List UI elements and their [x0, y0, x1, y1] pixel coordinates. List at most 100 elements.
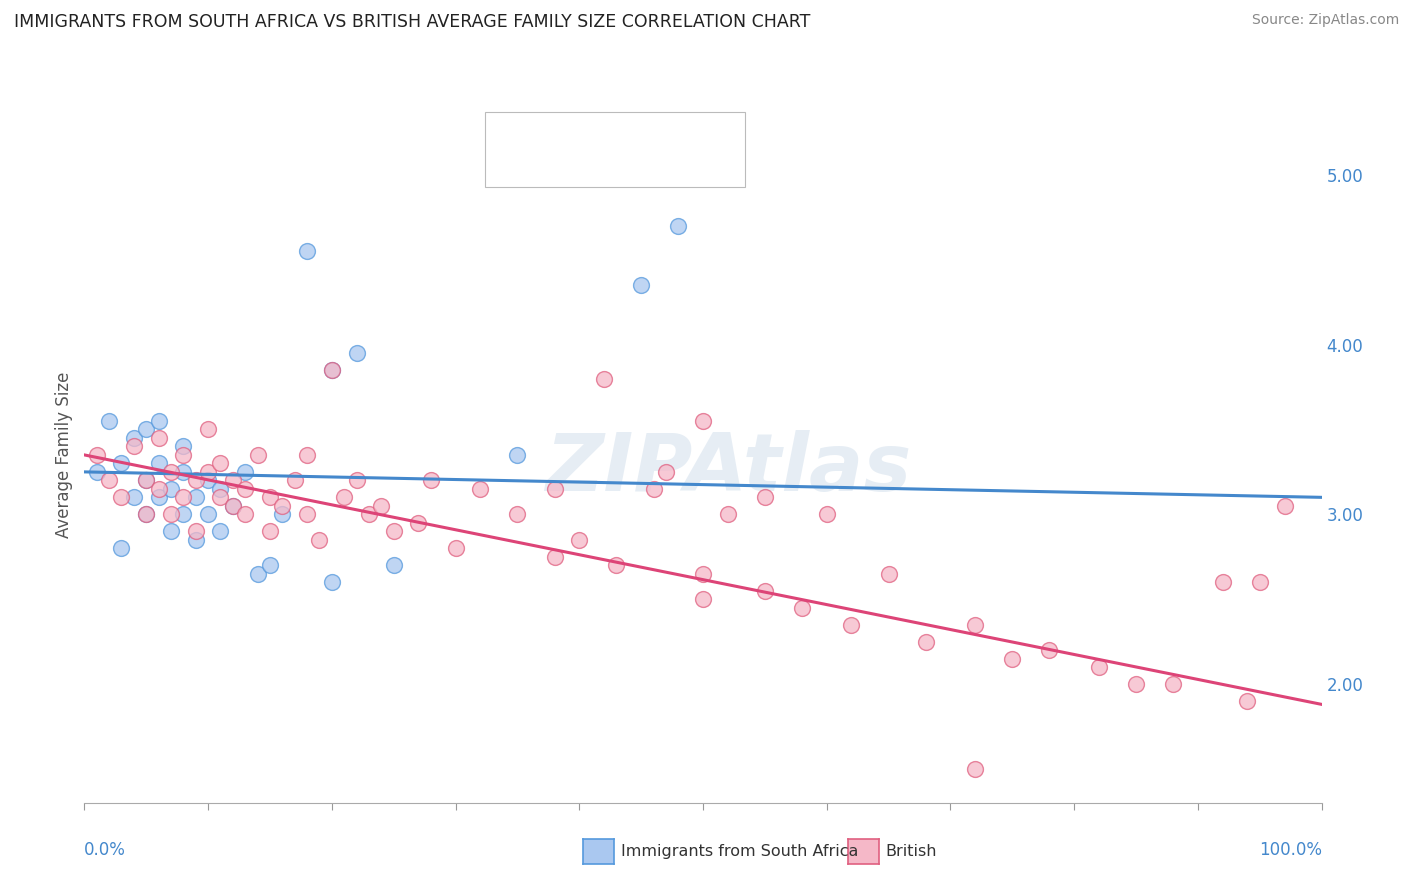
Point	[382, 524, 405, 539]
Point	[135, 474, 157, 488]
Point	[543, 482, 565, 496]
Point	[197, 465, 219, 479]
Point	[914, 634, 936, 648]
Point	[506, 448, 529, 462]
Point	[209, 524, 232, 539]
Point	[1274, 499, 1296, 513]
Point	[692, 566, 714, 581]
Point	[122, 439, 145, 453]
Point	[506, 508, 529, 522]
Point	[98, 414, 121, 428]
Point	[160, 482, 183, 496]
Point	[717, 508, 740, 522]
Point	[284, 474, 307, 488]
Point	[148, 482, 170, 496]
Text: 0.0%: 0.0%	[84, 841, 127, 859]
Point	[470, 482, 492, 496]
Point	[1038, 643, 1060, 657]
Text: 100.0%: 100.0%	[1258, 841, 1322, 859]
Point	[877, 566, 900, 581]
Point	[815, 508, 838, 522]
Y-axis label: Average Family Size: Average Family Size	[55, 372, 73, 538]
Point	[172, 491, 194, 505]
Point	[692, 592, 714, 607]
Point	[184, 533, 207, 547]
Point	[160, 524, 183, 539]
Text: British: British	[886, 845, 938, 859]
Point	[233, 482, 256, 496]
Point	[271, 508, 294, 522]
Point	[98, 474, 121, 488]
Point	[197, 508, 219, 522]
Point	[160, 508, 183, 522]
Point	[148, 457, 170, 471]
Point	[321, 575, 343, 590]
Text: R = -0.494   N = 70: R = -0.494 N = 70	[536, 153, 699, 170]
Point	[233, 465, 256, 479]
Point	[692, 414, 714, 428]
Point	[408, 516, 430, 530]
Point	[197, 474, 219, 488]
Point	[172, 465, 194, 479]
Point	[86, 448, 108, 462]
Point	[110, 541, 132, 556]
Point	[1001, 651, 1024, 665]
Point	[122, 431, 145, 445]
Point	[135, 508, 157, 522]
Point	[233, 508, 256, 522]
Point	[135, 474, 157, 488]
Point	[295, 244, 318, 259]
Text: Source: ZipAtlas.com: Source: ZipAtlas.com	[1251, 13, 1399, 28]
Point	[259, 558, 281, 573]
Point	[184, 474, 207, 488]
Point	[965, 762, 987, 776]
Point	[172, 448, 194, 462]
Point	[419, 474, 441, 488]
Point	[333, 491, 356, 505]
Point	[184, 524, 207, 539]
Point	[209, 491, 232, 505]
Point	[1088, 660, 1111, 674]
Point	[197, 422, 219, 436]
Point	[222, 499, 245, 513]
Text: IMMIGRANTS FROM SOUTH AFRICA VS BRITISH AVERAGE FAMILY SIZE CORRELATION CHART: IMMIGRANTS FROM SOUTH AFRICA VS BRITISH …	[14, 13, 810, 31]
Point	[308, 533, 330, 547]
Point	[172, 508, 194, 522]
Point	[841, 617, 863, 632]
Point	[110, 457, 132, 471]
Point	[148, 414, 170, 428]
Point	[321, 363, 343, 377]
Point	[790, 600, 813, 615]
Point	[110, 491, 132, 505]
Text: Immigrants from South Africa: Immigrants from South Africa	[621, 845, 859, 859]
Point	[295, 448, 318, 462]
Point	[543, 549, 565, 564]
Point	[246, 448, 269, 462]
Point	[271, 499, 294, 513]
Point	[568, 533, 591, 547]
Point	[370, 499, 392, 513]
Point	[122, 491, 145, 505]
Point	[135, 422, 157, 436]
Point	[222, 474, 245, 488]
Point	[259, 524, 281, 539]
Point	[357, 508, 380, 522]
Point	[605, 558, 627, 573]
Point	[160, 465, 183, 479]
Point	[135, 508, 157, 522]
Point	[209, 457, 232, 471]
Point	[295, 508, 318, 522]
Point	[209, 482, 232, 496]
Point	[321, 363, 343, 377]
Point	[754, 491, 776, 505]
Point	[1125, 677, 1147, 691]
Point	[222, 499, 245, 513]
Point	[148, 431, 170, 445]
Point	[666, 219, 689, 233]
Point	[86, 465, 108, 479]
Text: R = -0.035   N = 36: R = -0.035 N = 36	[536, 122, 699, 140]
Point	[259, 491, 281, 505]
Point	[655, 465, 678, 479]
Point	[593, 371, 616, 385]
Point	[346, 346, 368, 360]
